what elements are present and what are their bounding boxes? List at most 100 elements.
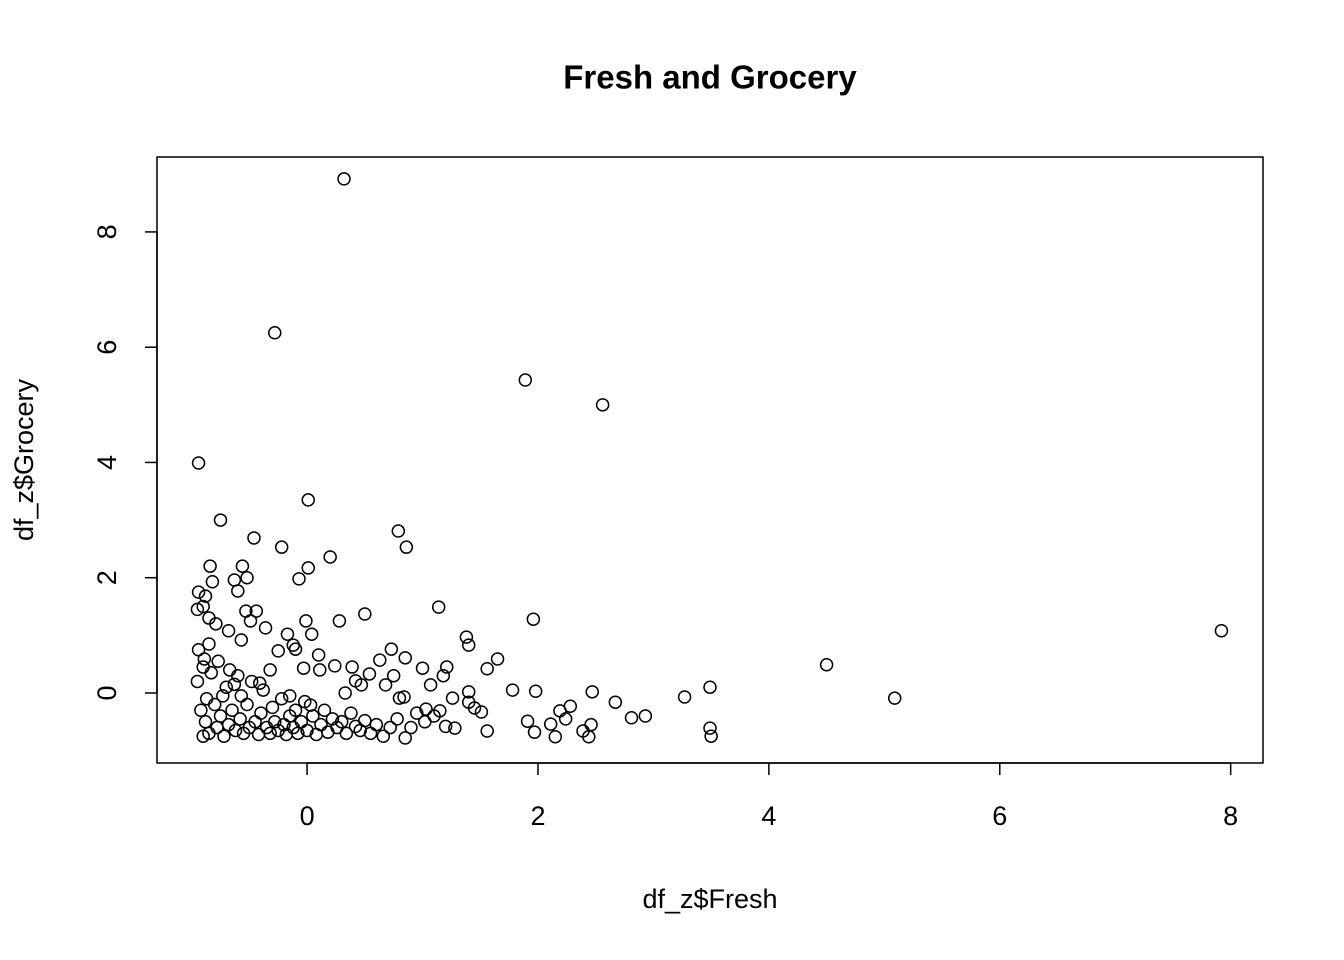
point — [225, 703, 239, 718]
point — [211, 654, 225, 669]
point — [584, 717, 598, 732]
point — [286, 638, 300, 652]
point — [292, 572, 306, 586]
point — [345, 660, 359, 674]
point — [391, 524, 406, 538]
point — [332, 614, 347, 628]
point — [317, 703, 332, 718]
point — [216, 689, 230, 703]
point — [198, 589, 213, 603]
point — [221, 623, 236, 638]
point — [196, 729, 210, 743]
point — [480, 724, 494, 738]
point — [274, 691, 289, 706]
point — [202, 637, 216, 651]
point — [283, 689, 297, 703]
point — [1214, 623, 1229, 638]
point — [348, 674, 363, 688]
point — [819, 657, 834, 672]
point — [205, 574, 220, 589]
point — [199, 691, 214, 706]
point — [321, 725, 335, 739]
point — [311, 648, 326, 662]
point — [263, 726, 277, 741]
point — [258, 621, 273, 635]
point — [300, 723, 314, 738]
point — [373, 653, 387, 667]
point — [344, 706, 358, 720]
point — [378, 678, 393, 692]
point — [213, 513, 228, 527]
point — [595, 398, 610, 412]
point — [585, 685, 599, 699]
y-tick-label: 8 — [92, 224, 122, 239]
point — [288, 703, 303, 718]
point — [190, 602, 205, 617]
point — [703, 721, 717, 735]
point — [427, 709, 441, 723]
point — [703, 680, 717, 694]
point — [268, 715, 282, 729]
point — [301, 561, 315, 575]
point — [256, 683, 270, 697]
point — [222, 663, 237, 677]
point — [638, 709, 653, 723]
point — [461, 695, 476, 709]
plot-frame — [156, 156, 1264, 764]
point — [298, 694, 312, 709]
point — [362, 667, 377, 681]
point — [299, 614, 313, 628]
point — [268, 326, 282, 340]
point — [328, 659, 342, 673]
point — [243, 614, 258, 628]
y-tick-label: 4 — [92, 455, 122, 470]
point — [423, 678, 438, 692]
point — [194, 703, 208, 718]
point — [527, 725, 542, 739]
chart-title: Fresh and Grocery — [563, 59, 857, 96]
point — [197, 652, 212, 666]
point — [526, 612, 541, 626]
point — [505, 683, 520, 697]
point — [334, 715, 349, 729]
point — [415, 661, 430, 675]
x-axis-label: df_z$Fresh — [642, 884, 777, 914]
y-tick-label: 2 — [92, 570, 122, 585]
point — [404, 720, 418, 735]
point — [704, 729, 718, 743]
point — [410, 706, 424, 720]
point — [369, 717, 384, 732]
point — [227, 573, 242, 587]
point — [233, 712, 247, 726]
point — [431, 600, 446, 614]
point — [263, 663, 277, 677]
point — [251, 727, 266, 742]
point — [296, 661, 311, 675]
point — [204, 666, 219, 680]
point — [461, 638, 476, 652]
point — [235, 559, 250, 573]
point — [358, 607, 372, 621]
point — [448, 721, 462, 735]
point — [196, 660, 210, 674]
point — [191, 456, 206, 470]
point — [271, 644, 285, 658]
point — [887, 691, 902, 705]
point — [386, 668, 401, 683]
point — [436, 668, 451, 683]
point — [265, 700, 280, 715]
point — [520, 714, 535, 728]
point — [323, 550, 337, 564]
point — [339, 726, 354, 741]
point — [217, 729, 231, 743]
point — [480, 662, 494, 676]
point — [240, 570, 254, 585]
point — [304, 627, 319, 641]
point — [398, 651, 412, 665]
point — [548, 730, 563, 744]
point — [445, 691, 460, 705]
point — [390, 712, 404, 726]
point — [474, 705, 489, 719]
